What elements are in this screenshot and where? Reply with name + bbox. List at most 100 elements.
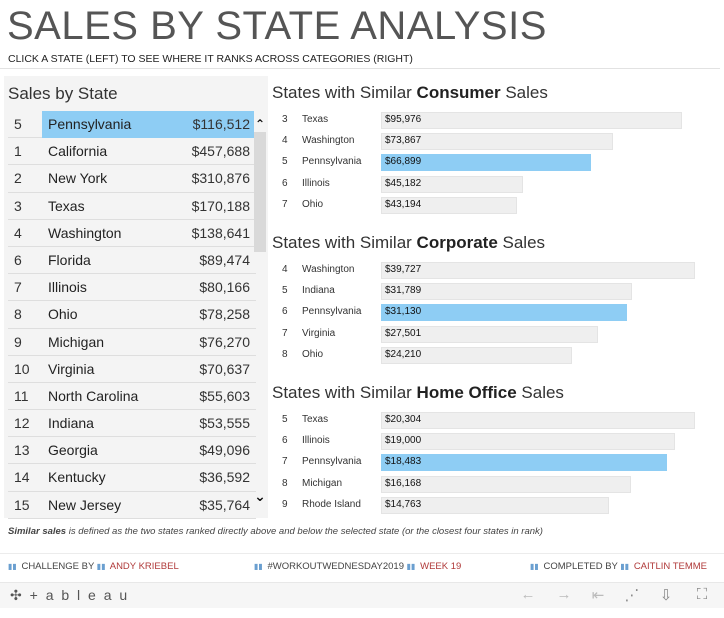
chevron-down-icon[interactable]: ⌄ (254, 488, 266, 504)
state-row[interactable]: 7 Illinois $80,166 (8, 274, 256, 302)
page-title: SALES BY STATE ANALYSIS (7, 4, 547, 48)
category-row[interactable]: 5 Texas $20,304 (272, 411, 702, 430)
category-row[interactable]: 4 Washington $73,867 (272, 132, 702, 151)
state-name: Illinois (48, 279, 87, 296)
tableau-toolbar: ✣ + a b l e a u ← → ⇤ ⋰ ⇩ ⛶ (0, 582, 724, 608)
week-link[interactable]: WEEK 19 (420, 561, 462, 572)
undo-icon[interactable]: ← (520, 586, 536, 603)
category-row[interactable]: 9 Rhode Island $14,763 (272, 496, 702, 515)
state-cell[interactable]: Ohio $78,258 (42, 301, 254, 328)
state-cell[interactable]: Pennsylvania $116,512 (42, 111, 254, 138)
state-cell[interactable]: Indiana $53,555 (42, 410, 254, 437)
category-state-name: Ohio (302, 348, 324, 360)
sales-bar[interactable] (381, 196, 517, 214)
category-rank: 7 (282, 327, 288, 339)
challenge-credit: ▮▮ CHALLENGE BY ▮▮ ANDY KRIEBEL (8, 561, 179, 572)
state-list-scrollbar[interactable]: ⌃ ⌄ (254, 116, 266, 516)
completed-name-link[interactable]: CAITLIN TEMME (633, 561, 708, 572)
state-cell[interactable]: New Jersey $35,764 (42, 492, 254, 519)
state-row[interactable]: 10 Virginia $70,637 (8, 356, 256, 383)
share-icon[interactable]: ⋰ (624, 587, 640, 604)
category-state-name: Illinois (302, 177, 330, 189)
state-cell[interactable]: Virginia $70,637 (42, 356, 254, 383)
state-cell[interactable]: North Carolina $55,603 (42, 383, 254, 410)
challenge-label: CHALLENGE BY (21, 561, 95, 572)
revert-icon[interactable]: ⇤ (591, 587, 605, 604)
sales-bar[interactable] (381, 283, 632, 301)
state-cell[interactable]: Texas $170,188 (42, 193, 254, 220)
fullscreen-icon[interactable]: ⛶ (696, 586, 708, 603)
state-list[interactable]: 5 Pennsylvania $116,512 1 California $457,688… (8, 111, 256, 519)
state-row[interactable]: 6 Florida $89,474 (8, 247, 256, 275)
sales-bar[interactable] (381, 346, 572, 364)
sales-bar[interactable] (381, 475, 631, 493)
sales-bar[interactable] (381, 304, 627, 322)
credit-mark-icon: ▮▮ (620, 562, 630, 571)
category-sales-value: $45,182 (385, 177, 422, 189)
state-rank: 8 (14, 306, 22, 323)
state-row[interactable]: 4 Washington $138,641 (8, 220, 256, 247)
state-cell[interactable]: Washington $138,641 (42, 220, 254, 247)
state-name: Washington (48, 224, 122, 241)
state-cell[interactable]: New York $310,876 (42, 165, 254, 192)
category-sales-value: $19,000 (385, 435, 422, 447)
sales-bar[interactable] (381, 496, 609, 514)
state-rank: 15 (14, 496, 30, 513)
tableau-logo[interactable]: ✣ + a b l e a u (10, 587, 129, 604)
download-icon[interactable]: ⇩ (659, 587, 673, 604)
category-row[interactable]: 7 Pennsylvania $18,483 (272, 453, 702, 472)
challenge-name-link[interactable]: ANDY KRIEBEL (109, 561, 179, 572)
state-cell[interactable]: Michigan $76,270 (42, 329, 254, 356)
similar-sales-title: States with Similar Home Office Sales (272, 383, 564, 403)
category-row[interactable]: 6 Pennsylvania $31,130 (272, 303, 702, 322)
state-rank: 14 (14, 469, 30, 486)
category-sales-value: $66,899 (385, 156, 422, 168)
state-cell[interactable]: California $457,688 (42, 138, 254, 165)
category-row[interactable]: 7 Virginia $27,501 (272, 325, 702, 344)
state-row[interactable]: 1 California $457,688 (8, 138, 256, 166)
category-row[interactable]: 6 Illinois $45,182 (272, 175, 702, 194)
state-row[interactable]: 13 Georgia $49,096 (8, 437, 256, 465)
state-cell[interactable]: Georgia $49,096 (42, 437, 254, 464)
state-row[interactable]: 8 Ohio $78,258 (8, 301, 256, 329)
category-row[interactable]: 5 Pennsylvania $66,899 (272, 153, 702, 172)
category-row[interactable]: 8 Michigan $16,168 (272, 475, 702, 494)
credit-mark-icon: ▮▮ (96, 562, 106, 571)
state-rank: 6 (14, 251, 22, 268)
state-name: North Carolina (48, 387, 139, 404)
state-cell[interactable]: Kentucky $36,592 (42, 464, 254, 491)
state-rank: 10 (14, 360, 30, 377)
category-row[interactable]: 7 Ohio $43,194 (272, 196, 702, 215)
state-row[interactable]: 3 Texas $170,188 (8, 193, 256, 220)
scroll-thumb[interactable] (254, 132, 266, 252)
sales-bar[interactable] (381, 325, 598, 343)
hashtag-link[interactable]: #WORKOUTWEDNESDAY2019 (267, 561, 405, 572)
state-row[interactable]: 14 Kentucky $36,592 (8, 464, 256, 492)
state-row[interactable]: 5 Pennsylvania $116,512 (8, 111, 256, 139)
category-row[interactable]: 4 Washington $39,727 (272, 261, 702, 280)
state-row[interactable]: 12 Indiana $53,555 (8, 410, 256, 438)
state-cell[interactable]: Illinois $80,166 (42, 274, 254, 301)
category-row[interactable]: 6 Illinois $19,000 (272, 432, 702, 451)
state-row[interactable]: 9 Michigan $76,270 (8, 329, 256, 356)
sales-bar[interactable] (381, 133, 613, 151)
state-rank: 12 (14, 415, 30, 432)
category-row[interactable]: 8 Ohio $24,210 (272, 346, 702, 365)
sales-bar[interactable] (381, 454, 667, 472)
state-row[interactable]: 2 New York $310,876 (8, 165, 256, 193)
sales-bar[interactable] (381, 154, 591, 172)
sales-bar[interactable] (381, 175, 523, 193)
category-row[interactable]: 3 Texas $95,976 (272, 111, 702, 130)
sales-bar[interactable] (381, 412, 695, 429)
category-state-name: Texas (302, 114, 329, 125)
category-row[interactable]: 5 Indiana $31,789 (272, 282, 702, 301)
redo-icon[interactable]: → (556, 586, 572, 603)
chevron-up-icon[interactable]: ⌃ (254, 117, 266, 131)
similar-sales-panel: States with Similar Home Office Sales 5 Te… (272, 383, 712, 523)
state-row[interactable]: 15 New Jersey $35,764 (8, 492, 256, 519)
sales-bar[interactable] (381, 433, 675, 451)
state-row[interactable]: 11 North Carolina $55,603 (8, 383, 256, 411)
sales-bar[interactable] (381, 112, 682, 129)
state-cell[interactable]: Florida $89,474 (42, 247, 254, 274)
sales-bar[interactable] (381, 262, 695, 279)
